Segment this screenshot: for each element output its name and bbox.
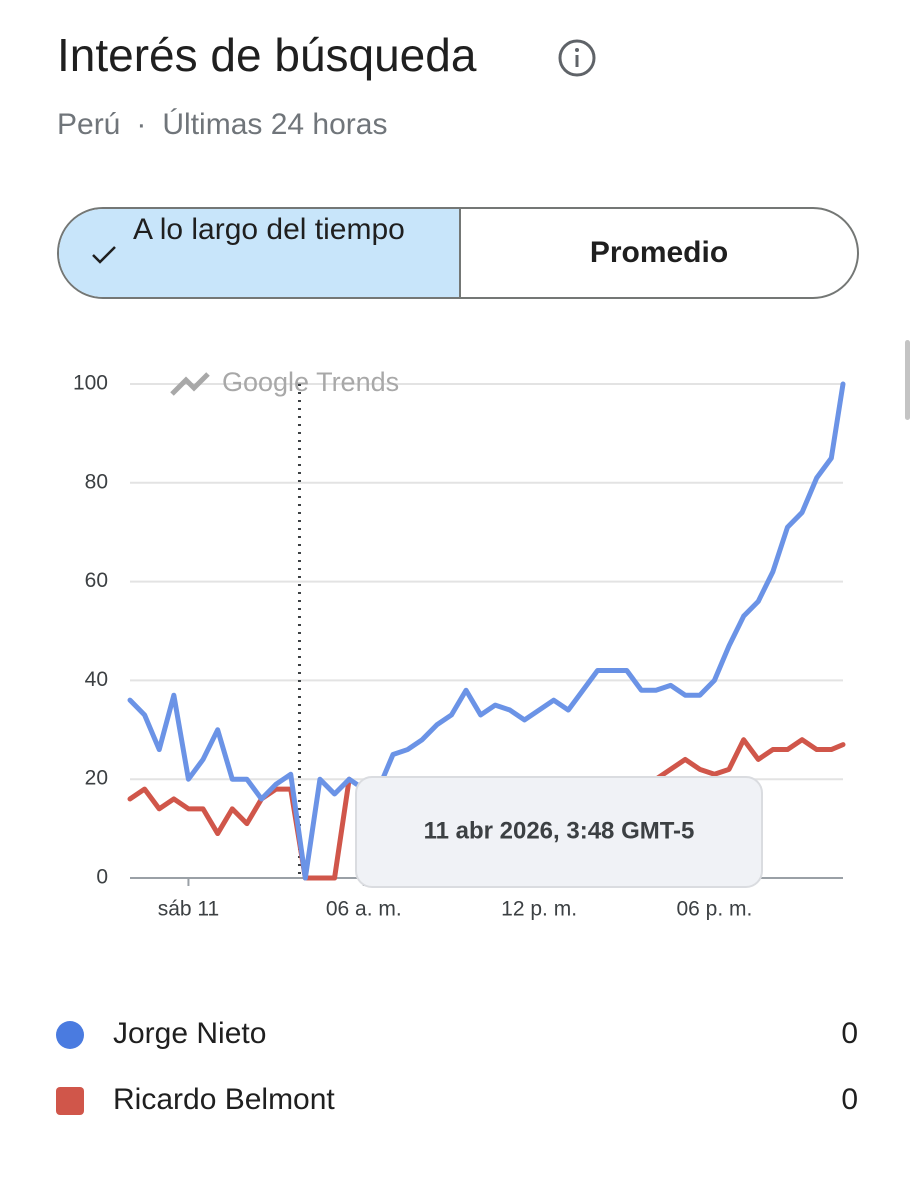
x-tick-label: 12 p. m. bbox=[501, 898, 577, 921]
x-tick-label: 06 a. m. bbox=[326, 898, 402, 921]
y-tick-label: 60 bbox=[85, 569, 108, 592]
watermark: Google Trends bbox=[222, 367, 399, 397]
region: Perú bbox=[57, 108, 121, 141]
legend-icon bbox=[56, 1021, 84, 1049]
subtitle: Perú · Últimas 24 horas bbox=[57, 108, 387, 142]
legend-value: 0 bbox=[841, 1083, 858, 1116]
y-tick-label: 100 bbox=[73, 372, 108, 395]
period: Últimas 24 horas bbox=[162, 108, 388, 141]
tooltip-label: 11 abr 2026, 3:48 GMT-5 bbox=[424, 817, 695, 844]
legend-value: 0 bbox=[841, 1017, 858, 1050]
legend-icon bbox=[56, 1087, 84, 1115]
tooltip bbox=[355, 776, 763, 888]
x-tick-label: sáb 11 bbox=[158, 898, 220, 921]
y-tick-label: 20 bbox=[85, 767, 108, 790]
watermark-icon bbox=[170, 372, 210, 396]
series-line bbox=[127, 381, 846, 881]
option-label: A lo largo del tiempo bbox=[133, 213, 405, 246]
info-icon[interactable] bbox=[556, 37, 598, 79]
y-tick-label: 0 bbox=[96, 866, 108, 889]
check-icon bbox=[92, 246, 116, 264]
option-selected[interactable]: A lo largo del tiempo bbox=[59, 209, 461, 297]
separator: · bbox=[136, 108, 147, 141]
legend-label: Jorge Nieto bbox=[113, 1017, 266, 1050]
legend-label: Ricardo Belmont bbox=[113, 1083, 335, 1116]
x-tick-label: 06 p. m. bbox=[676, 898, 752, 921]
title: Interés de búsqueda bbox=[57, 29, 477, 81]
segmented-control: A lo largo del tiempo Promedio bbox=[57, 207, 859, 299]
series-line bbox=[127, 737, 846, 881]
y-tick-label: 40 bbox=[85, 668, 108, 691]
option[interactable]: Promedio bbox=[589, 236, 729, 269]
y-tick-label: 80 bbox=[85, 470, 108, 493]
scrollbar bbox=[905, 340, 910, 420]
